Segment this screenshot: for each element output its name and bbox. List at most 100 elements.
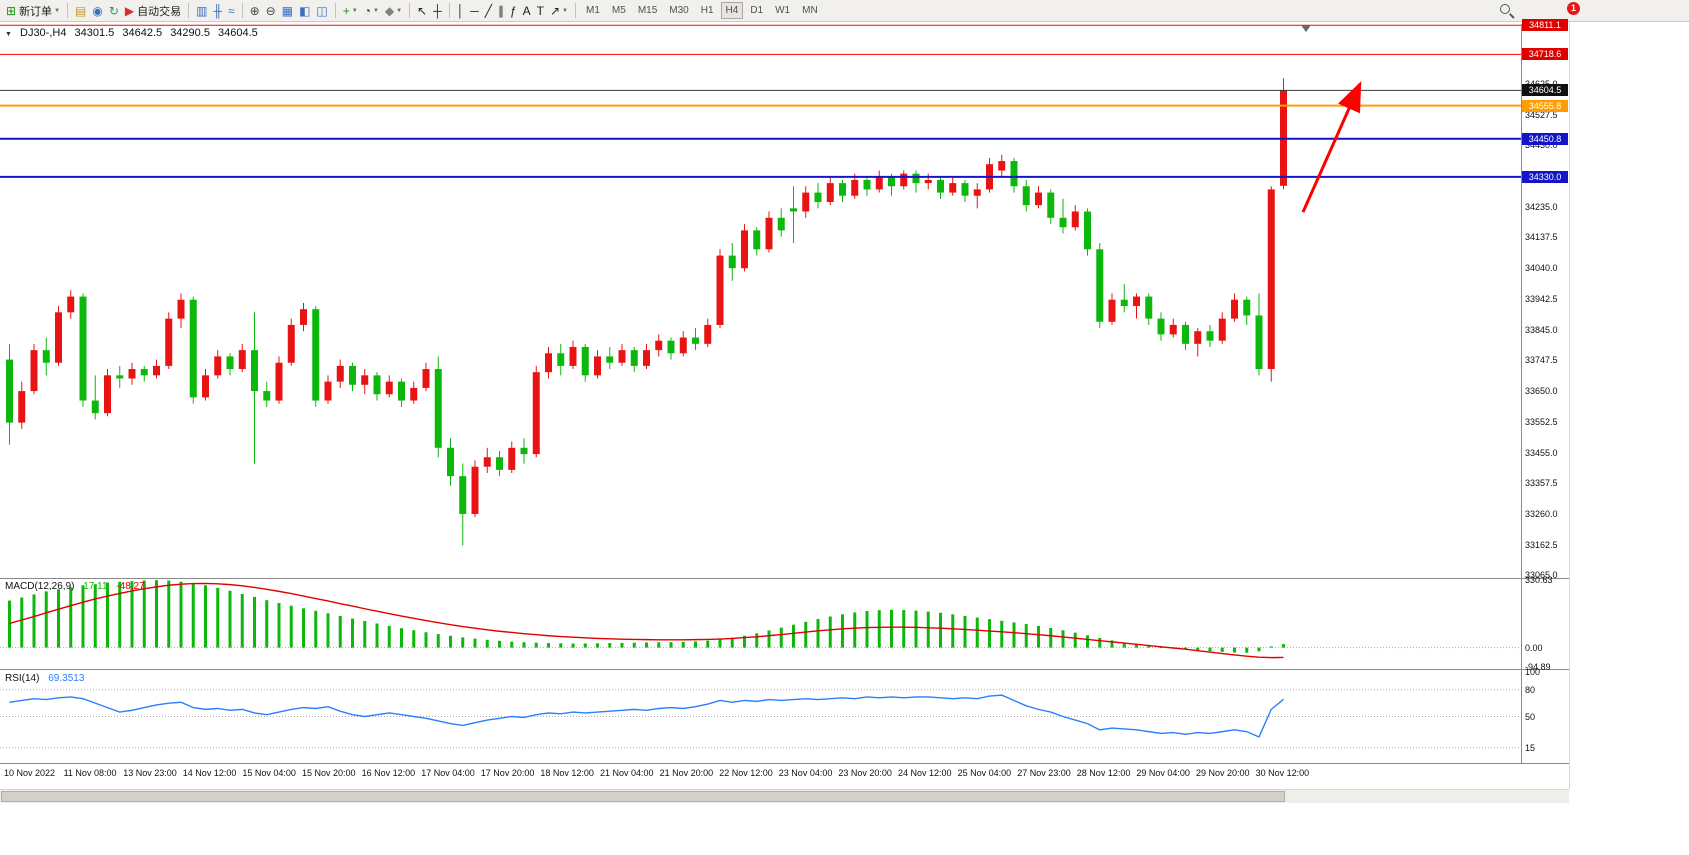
dropdown-arrow-icon[interactable]: ▼ [562, 7, 568, 14]
charts-icon: ▤ [75, 3, 87, 18]
timeframe-m5-button[interactable]: M5 [611, 5, 626, 16]
macd-main-value: 17.11 [83, 581, 108, 592]
price-badge-34604.5: 34604.5 [1522, 84, 1568, 97]
price-tick-label: 34235.0 [1525, 201, 1558, 212]
price-tick-label: 34040.0 [1525, 263, 1558, 274]
collapse-arrow-icon[interactable]: ▼ [5, 31, 12, 38]
zoom-out-icon: ⊖ [265, 3, 276, 18]
profiles-icon: ◉ [92, 3, 103, 18]
chart-ohlc-title: ▼ DJ30-,H4 34301.5 34642.5 34290.5 34604… [5, 27, 263, 39]
periods-icon: ◔ [363, 3, 371, 18]
toolbar-separator [188, 3, 190, 18]
zoom-out-button[interactable]: ⊖ [264, 2, 278, 20]
chart-shift-marker[interactable] [1301, 25, 1311, 32]
timeframe-m1-button[interactable]: M1 [586, 5, 600, 16]
ohlc-close: 34604.5 [218, 27, 258, 39]
templates-icon: ◆ [384, 3, 395, 18]
trendline-icon: ╱ [484, 3, 492, 18]
ohlc-open: 34301.5 [74, 27, 115, 39]
price-tick-label: 33065.0 [1525, 570, 1558, 581]
trend-arrow-annotation[interactable] [1301, 81, 1362, 213]
grid-button[interactable]: ▦ [280, 2, 295, 20]
rsi-axis-label: 50 [1525, 711, 1536, 722]
dropdown-arrow-icon[interactable]: ▼ [396, 7, 403, 14]
new-order-button[interactable]: ⊞ 新订单 ▼ [4, 2, 62, 20]
periods-button[interactable]: ◔ ▼ [362, 2, 381, 20]
price-badge-34330.0: 34330.0 [1522, 170, 1568, 183]
crosshair-button[interactable]: ┼ [431, 2, 444, 20]
timeframe-h4-button[interactable]: H4 [720, 2, 744, 19]
timeframe-h1-button[interactable]: H1 [700, 5, 714, 16]
notification-badge[interactable]: 1 [1567, 2, 1580, 15]
price-tick-label: 34137.5 [1525, 232, 1558, 243]
zoom-in-icon: ⊕ [249, 3, 260, 18]
price-tick-label: 33552.5 [1525, 416, 1558, 427]
price-badge-34811.1: 34811.1 [1522, 19, 1568, 32]
channel-button[interactable]: ∥ [496, 2, 506, 20]
time-axis-label: 17 Nov 04:00 [421, 768, 475, 778]
time-axis-label: 21 Nov 20:00 [659, 768, 714, 778]
time-axis-label: 18 Nov 12:00 [540, 768, 594, 778]
timeframe-mn-button[interactable]: MN [802, 5, 818, 16]
price-tick-label: 33455.0 [1525, 447, 1558, 458]
autotrade-button[interactable]: ▶ 自动交易 [123, 2, 183, 20]
price-tick-label: 34527.5 [1525, 109, 1558, 120]
horizontal-scrollbar-thumb[interactable] [1, 791, 1285, 802]
dropdown-arrow-icon[interactable]: ▼ [351, 7, 358, 14]
arrows-button[interactable]: ↗ ▼ [548, 2, 570, 20]
horizontal-line-button[interactable]: ─ [468, 2, 481, 20]
timeframe-m15-button[interactable]: M15 [637, 5, 658, 16]
crosshair-icon: ┼ [433, 3, 442, 18]
time-axis-label: 23 Nov 04:00 [778, 768, 833, 778]
cursor-icon: ↖ [417, 3, 428, 18]
price-badge-34555.8: 34555.8 [1522, 99, 1568, 112]
candlestick-chart-button[interactable]: ╫ [211, 2, 224, 20]
tile-windows-button[interactable]: ◧ [297, 2, 312, 20]
timeframe-w1-button[interactable]: W1 [775, 5, 791, 16]
fibonacci-button[interactable]: ƒ [508, 2, 519, 20]
indicators-button[interactable]: + ▼ [341, 2, 360, 20]
new-order-label: 新订单 [19, 5, 53, 18]
text-label-button[interactable]: T [535, 2, 546, 20]
line-chart-icon: ≈ [228, 3, 235, 18]
time-axis-label: 25 Nov 04:00 [957, 768, 1012, 778]
rsi-value: 69.3513 [48, 673, 85, 684]
dropdown-arrow-icon[interactable]: ▼ [54, 7, 61, 14]
channel-icon: ∥ [497, 3, 504, 18]
candlestick-chart-icon: ╫ [213, 3, 222, 18]
price-tick-label: 33942.5 [1525, 293, 1558, 304]
search-icon[interactable] [1500, 4, 1510, 14]
time-axis-label: 24 Nov 12:00 [898, 768, 952, 778]
time-axis-label: 27 Nov 23:00 [1017, 768, 1071, 778]
bar-chart-button[interactable]: ▥ [194, 2, 209, 20]
vertical-line-button[interactable]: │ [455, 2, 467, 20]
line-chart-button[interactable]: ≈ [226, 2, 237, 20]
timeframe-d1-button[interactable]: D1 [750, 5, 764, 16]
cursor-button[interactable]: ↖ [415, 2, 429, 20]
trendline-button[interactable]: ╱ [483, 2, 494, 20]
time-axis-label: 21 Nov 04:00 [600, 768, 654, 778]
rsi-axis-label: 80 [1525, 684, 1536, 695]
price-tick-label: 33357.5 [1525, 478, 1558, 489]
profiles-button[interactable]: ◉ [90, 2, 104, 20]
refresh-button[interactable]: ↻ [107, 2, 121, 20]
zoom-in-button[interactable]: ⊕ [248, 2, 262, 20]
autotrade-icon: ▶ [124, 3, 135, 18]
macd-histogram [8, 580, 1285, 653]
time-axis-label: 23 Nov 20:00 [838, 768, 892, 778]
templates-button[interactable]: ◆ ▼ [383, 2, 404, 20]
text-button[interactable]: A [521, 2, 533, 20]
timeframe-m30-button[interactable]: M30 [669, 5, 689, 16]
macd-name: MACD(12,26,9) [5, 581, 75, 592]
toolbar-separator [409, 3, 411, 18]
time-axis-label: 16 Nov 12:00 [361, 768, 416, 778]
symbol-period: DJ30-,H4 [20, 27, 67, 39]
charts-button[interactable]: ▤ [73, 2, 88, 20]
rsi-line [9, 694, 1284, 738]
time-axis-label: 28 Nov 12:00 [1076, 768, 1131, 778]
time-axis-label: 11 Nov 08:00 [63, 768, 117, 778]
cascade-windows-button[interactable]: ◫ [314, 2, 329, 20]
dropdown-arrow-icon[interactable]: ▼ [372, 7, 379, 14]
macd-axis-label: -94.89 [1525, 662, 1551, 672]
